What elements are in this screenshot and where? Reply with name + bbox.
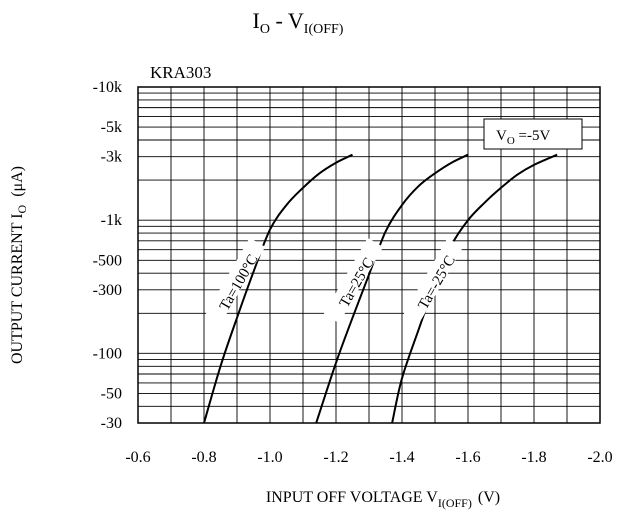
curve-label-bg xyxy=(323,237,384,324)
y-tick-label: -500 xyxy=(93,252,122,269)
plot-border xyxy=(137,86,601,424)
curve-series-0 xyxy=(203,153,353,424)
y-tick-labels: -10k -5k -3k -1k -500 -300 -100 -50 -30 xyxy=(93,79,122,432)
x-tick-label: -0.6 xyxy=(125,449,150,466)
x-tick-label: -1.2 xyxy=(323,449,348,466)
y-tick-label: -3k xyxy=(101,149,122,166)
x-axis-label: INPUT OFF VOLTAGE VI(OFF) (V) xyxy=(266,489,500,510)
condition-text: VO =-5V xyxy=(496,128,551,147)
curve-label-bg xyxy=(403,237,464,324)
x-tick-label: -2.0 xyxy=(587,449,612,466)
y-axis-label: OUTPUT CURRENT IO(μA) xyxy=(9,166,29,364)
y-tick-label: -100 xyxy=(93,345,122,362)
x-tick-label: -1.0 xyxy=(257,449,282,466)
curves xyxy=(203,153,558,424)
y-tick-label: -30 xyxy=(101,415,122,432)
part-label: KRA303 xyxy=(150,63,211,82)
x-tick-label: -0.8 xyxy=(191,449,216,466)
x-tick-labels: -0.6 -0.8 -1.0 -1.2 -1.4 -1.6 -1.8 -2.0 xyxy=(125,449,612,466)
y-tick-label: -5k xyxy=(101,119,122,136)
x-tick-label: -1.4 xyxy=(389,449,414,466)
y-tick-label: -300 xyxy=(93,282,122,299)
curve-series-1 xyxy=(315,153,469,424)
curve-series-2 xyxy=(391,153,558,424)
y-tick-label: -1k xyxy=(101,212,122,229)
y-tick-label: -50 xyxy=(101,385,122,402)
curve-label-bg xyxy=(205,237,266,324)
condition-box: VO =-5V xyxy=(483,118,583,150)
y-tick-label: -10k xyxy=(93,79,122,96)
chart-title: IO - VI(OFF) xyxy=(253,8,344,37)
x-tick-label: -1.6 xyxy=(455,449,480,466)
x-tick-label: -1.8 xyxy=(521,449,546,466)
